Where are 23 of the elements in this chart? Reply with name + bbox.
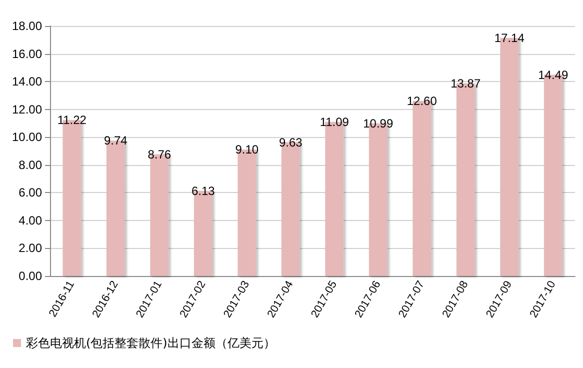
y-tick-label: 2.00 [18, 241, 42, 256]
data-label: 9.10 [235, 142, 259, 157]
data-label: 14.49 [538, 68, 568, 82]
y-tick-label: 14.00 [12, 74, 42, 89]
data-label: 11.09 [320, 114, 350, 129]
y-tick-label: 12.00 [12, 102, 42, 116]
y-tick-label: 6.00 [18, 186, 42, 200]
data-label: 12.60 [406, 94, 438, 108]
y-tick-label: 10.00 [12, 130, 42, 144]
data-label: 13.87 [450, 76, 481, 90]
data-label: 9.63 [278, 135, 303, 150]
data-label: 10.99 [363, 116, 394, 130]
data-label: 8.76 [148, 147, 172, 162]
data-label: 6.13 [191, 184, 216, 198]
y-tick-label: 8.00 [18, 158, 42, 172]
y-tick-label: 18.00 [12, 19, 42, 33]
legend-label: 彩色电视机(包括整套散件)出口金额（亿美元） [26, 336, 276, 350]
y-tick-label: 16.00 [12, 46, 42, 61]
data-label: 11.22 [57, 113, 87, 128]
data-label: 9.74 [104, 134, 128, 148]
y-tick-label: 4.00 [18, 213, 42, 228]
data-label: 17.14 [494, 30, 525, 45]
y-tick-label: 0.00 [18, 269, 42, 283]
